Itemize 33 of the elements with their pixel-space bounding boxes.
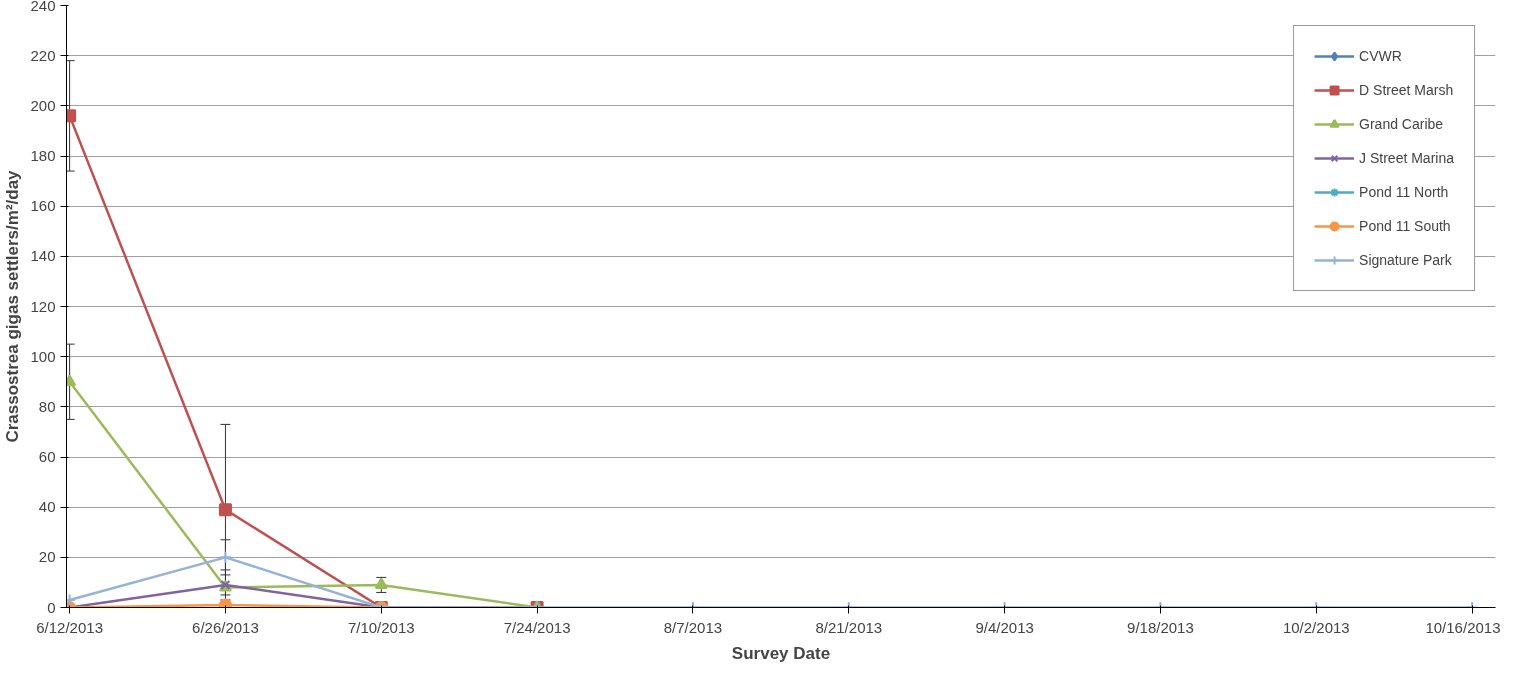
y-tick-label: 40 [38, 498, 56, 516]
y-tick-label: 200 [30, 96, 56, 114]
y-tick-label: 20 [38, 548, 56, 566]
legend-label: Signature Park [1359, 252, 1452, 268]
y-tick-label: 160 [30, 197, 56, 215]
legend-label: Pond 11 North [1359, 184, 1449, 200]
x-tick-label: 9/18/2013 [1127, 618, 1194, 636]
x-tick-label: 6/12/2013 [36, 618, 103, 636]
x-tick-label: 8/21/2013 [815, 618, 883, 636]
legend-label: CVWR [1359, 48, 1402, 64]
y-tick-label: 180 [30, 147, 56, 164]
x-axis-title: Survey Date [731, 643, 831, 663]
y-tick-label: 60 [38, 448, 56, 465]
legend-label: J Street Marina [1359, 150, 1454, 166]
x-tick-label: 7/24/2013 [503, 618, 571, 636]
x-tick-label: 10/2/2013 [1282, 618, 1350, 636]
x-tick-label: 6/26/2013 [192, 618, 259, 636]
legend-label: Grand Caribe [1359, 116, 1444, 132]
point [218, 598, 232, 608]
x-tick-label: 7/10/2013 [347, 618, 415, 636]
x-tick-label: 9/4/2013 [975, 618, 1034, 636]
y-tick-label: 120 [30, 297, 56, 315]
y-tick-label: 240 [30, 0, 56, 14]
x-tick-label: 8/7/2013 [663, 618, 723, 636]
y-tick-label: 0 [47, 598, 56, 616]
y-tick-label: 80 [38, 397, 56, 415]
y-tick-label: 220 [30, 46, 56, 64]
y-axis-title: Crassostrea gigas settlers/m²/day [3, 169, 23, 443]
x-tick-label: 10/16/2013 [1425, 618, 1501, 636]
legend-label: D Street Marsh [1359, 82, 1454, 98]
y-tick-label: 140 [30, 247, 56, 265]
legend-label: Pond 11 South [1359, 218, 1451, 234]
y-tick-label: 100 [30, 347, 56, 365]
